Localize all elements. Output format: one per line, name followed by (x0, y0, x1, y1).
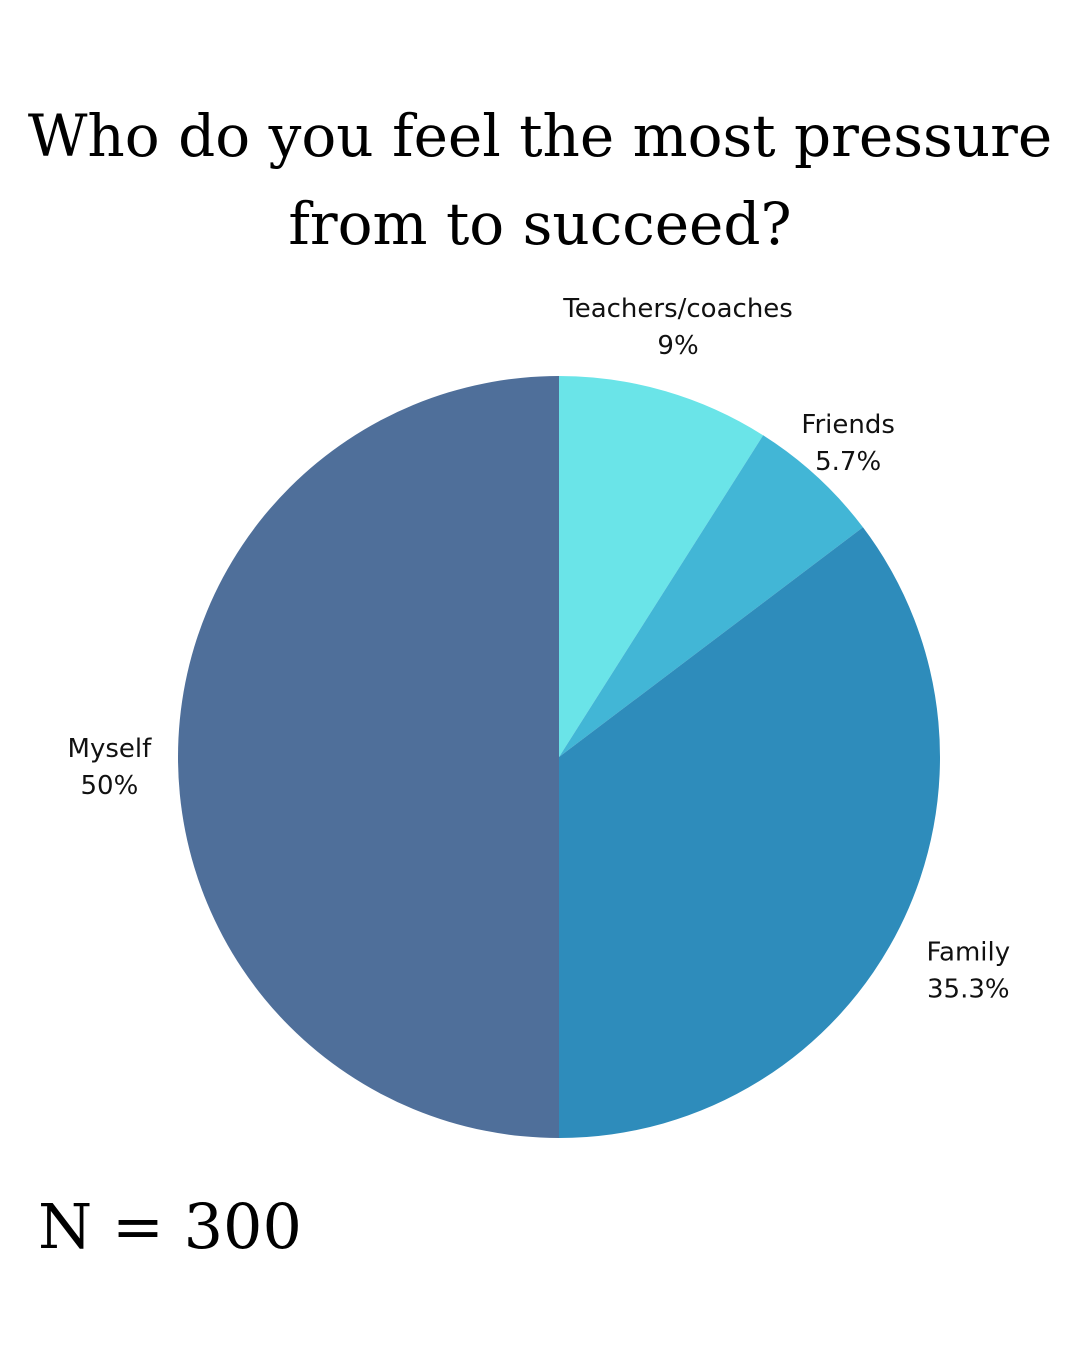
slice-value-label: 50% (81, 771, 139, 801)
pie-slice-myself (178, 376, 559, 1138)
sample-size-note: N = 300 (38, 1190, 302, 1263)
slice-value-label: 35.3% (927, 975, 1010, 1005)
slice-category-label: Friends (801, 410, 895, 440)
slice-category-label: Teachers/coaches (562, 294, 793, 324)
slice-category-label: Myself (68, 734, 153, 764)
slice-value-label: 5.7% (815, 447, 881, 477)
slice-category-label: Family (926, 938, 1010, 968)
chart-title: Who do you feel the most pressure from t… (27, 102, 1053, 258)
pie-slice-family (559, 527, 940, 1138)
pie-slice-teachers-coaches (559, 376, 764, 757)
slice-value-label: 9% (657, 331, 698, 361)
pie-slice-friends (559, 435, 863, 757)
